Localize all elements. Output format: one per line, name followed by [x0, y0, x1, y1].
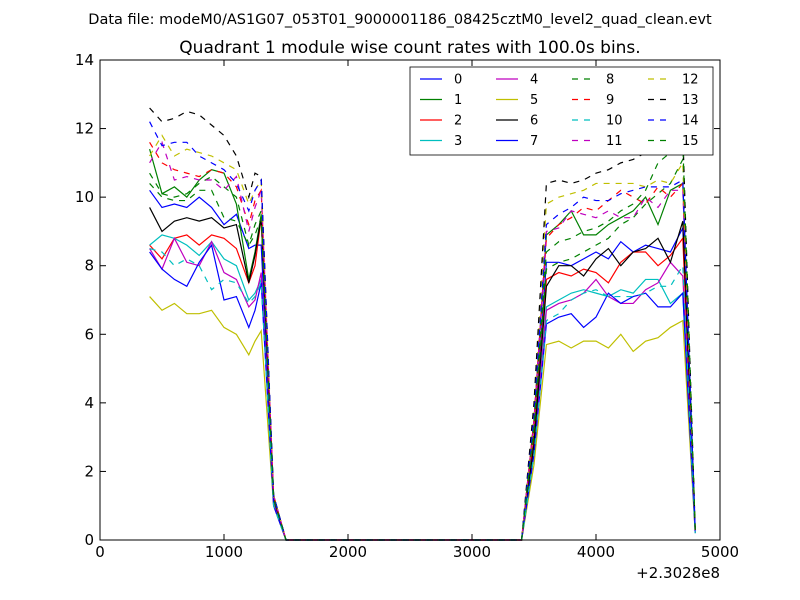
- legend-label-12: 12: [682, 73, 699, 88]
- legend-label-0: 0: [454, 73, 462, 88]
- y-tick-label: 12: [75, 120, 94, 138]
- y-tick-label: 0: [84, 531, 94, 549]
- series-line-9: [149, 141, 696, 541]
- x-tick-label: 3000: [453, 543, 491, 561]
- axes-layer: [99, 59, 721, 541]
- legend-label-10: 10: [606, 114, 623, 129]
- axes-frame: [99, 59, 721, 541]
- x-offset-label: +2.3028e8: [636, 564, 720, 582]
- legend-label-11: 11: [606, 134, 623, 149]
- legend-label-15: 15: [682, 134, 699, 149]
- legend-label-3: 3: [454, 134, 462, 149]
- legend-label-8: 8: [606, 73, 614, 88]
- y-tick-label: 4: [84, 394, 94, 412]
- series-line-8: [149, 157, 696, 541]
- legend-label-5: 5: [530, 93, 538, 108]
- y-tick-label: 14: [75, 51, 94, 69]
- x-tick-label: 2000: [329, 543, 367, 561]
- legend-label-9: 9: [606, 93, 614, 108]
- series-line-12: [149, 134, 696, 541]
- legend-label-2: 2: [454, 114, 462, 129]
- legend-label-7: 7: [530, 134, 538, 149]
- x-tick-label: 4000: [577, 543, 615, 561]
- x-tick-label: 5000: [701, 543, 739, 561]
- y-tick-label: 8: [84, 257, 94, 275]
- y-tick-label: 2: [84, 462, 94, 480]
- chart-title: Quadrant 1 module wise count rates with …: [179, 38, 640, 58]
- x-tick-label: 1000: [205, 543, 243, 561]
- legend-label-1: 1: [454, 93, 462, 108]
- legend-label-14: 14: [682, 114, 699, 129]
- y-tick-label: 10: [75, 188, 94, 206]
- legend-label-6: 6: [530, 114, 538, 129]
- legend-label-4: 4: [530, 73, 538, 88]
- legend-label-13: 13: [682, 93, 699, 108]
- chart-suptitle: Data file: modeM0/AS1G07_053T01_90000011…: [88, 12, 712, 28]
- x-tick-label: 0: [95, 543, 105, 561]
- y-tick-label: 6: [84, 325, 94, 343]
